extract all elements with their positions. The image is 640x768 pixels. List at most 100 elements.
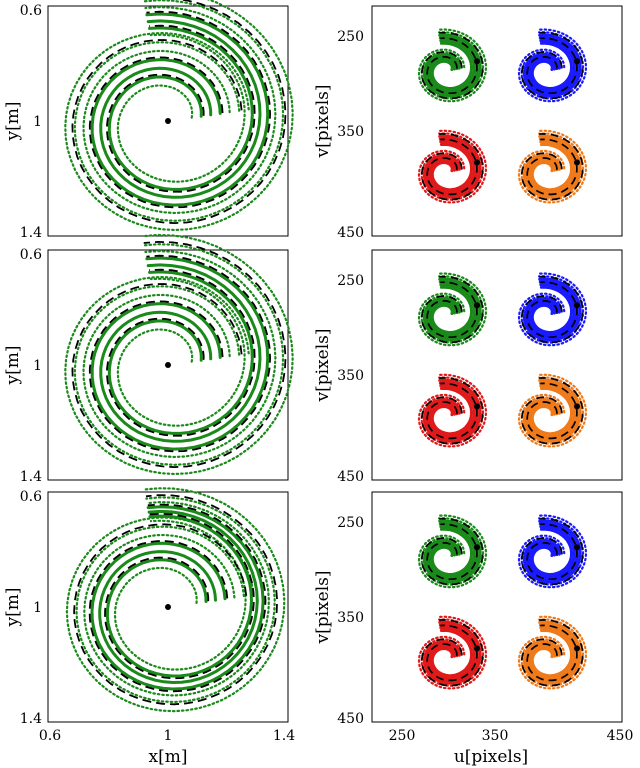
trajectory-line	[82, 5, 277, 215]
y-tick-label: 1	[33, 358, 42, 374]
y-tick-label: 1.4	[20, 469, 42, 485]
y-axis-label: v[pixels]	[313, 329, 333, 403]
y-tick-label: 350	[337, 610, 364, 626]
y-axis-label: y[m]	[3, 346, 23, 386]
reference-line	[426, 138, 478, 196]
trajectory-line	[90, 12, 270, 207]
x-tick-label: 250	[389, 728, 416, 744]
y-tick-label: 250	[337, 515, 364, 531]
feature-trajectory	[430, 41, 473, 91]
reference-line	[88, 10, 272, 209]
trajectory-line	[116, 33, 246, 183]
y-tick-label: 350	[337, 124, 364, 140]
trajectory-line	[83, 500, 271, 697]
feature-trajectory	[417, 615, 488, 690]
y-tick-label: 0.6	[20, 247, 42, 263]
trajectory-line	[82, 249, 277, 459]
feature-trajectory	[428, 384, 476, 438]
x-tick-label: 450	[607, 728, 634, 744]
trajectory-line	[90, 505, 265, 691]
y-tick-label: 1.4	[20, 225, 42, 241]
feature-trajectory	[528, 384, 576, 438]
reference-line	[421, 275, 484, 344]
feature-trajectory	[422, 378, 482, 443]
reference-line	[421, 619, 484, 687]
axes-box	[371, 5, 623, 237]
feature-trajectory	[422, 620, 482, 685]
feature-trajectory	[528, 524, 576, 579]
start-point	[474, 302, 480, 309]
reference-line	[105, 24, 256, 193]
reference-line	[526, 37, 578, 95]
trajectory-line	[99, 263, 262, 443]
panel-row3-left: 0.6 1 1.4 y[m] 0.6 1 1.4 x[m]	[3, 487, 295, 767]
trajectory-line	[116, 277, 246, 427]
y-tick-label: 1.4	[20, 711, 42, 727]
trajectory-line	[64, 233, 294, 476]
y-axis-label: y[m]	[3, 588, 23, 628]
reference-line	[521, 517, 584, 586]
feature-trajectory	[528, 282, 576, 337]
trajectory-line	[107, 26, 254, 191]
start-point	[574, 58, 580, 65]
feature-trajectory	[530, 628, 573, 678]
feature-trajectory	[428, 524, 476, 579]
feature-trajectory	[530, 142, 573, 192]
reference-line	[526, 624, 578, 682]
feature-trajectory	[517, 129, 588, 204]
start-point	[165, 604, 171, 610]
trajectory-line	[90, 256, 270, 451]
x-axis-label: x[m]	[149, 747, 188, 767]
reference-line	[426, 382, 478, 440]
reference-line	[421, 517, 484, 586]
x-axis-label: u[pixels]	[454, 747, 528, 767]
reference-line	[421, 133, 484, 201]
feature-trajectory	[417, 373, 488, 448]
y-tick-label: 450	[337, 225, 364, 241]
start-point	[574, 403, 580, 410]
trajectory-line	[105, 514, 254, 678]
reference-line	[71, 240, 287, 469]
reference-line	[88, 503, 267, 693]
start-point	[474, 159, 480, 166]
start-point	[574, 645, 580, 652]
y-tick-label: 0.6	[20, 3, 42, 19]
feature-trajectory	[428, 140, 476, 194]
trajectory-line	[99, 19, 262, 199]
reference-line	[105, 268, 256, 437]
y-tick-label: 450	[337, 711, 364, 727]
reference-line	[421, 31, 484, 100]
reference-line	[521, 377, 584, 445]
feature-trajectory	[417, 129, 488, 204]
feature-trajectory	[528, 140, 576, 194]
feature-trajectory	[417, 514, 488, 589]
reference-line	[73, 494, 279, 706]
reference-line	[521, 133, 584, 201]
axes-box	[47, 249, 289, 481]
feature-trajectory	[522, 134, 582, 199]
feature-trajectory	[530, 386, 573, 436]
y-tick-label: 350	[337, 368, 364, 384]
trajectory-line	[65, 487, 286, 713]
trajectory-line	[64, 0, 294, 232]
reference-line	[426, 624, 478, 682]
x-tick-label: 1.4	[273, 728, 295, 744]
feature-trajectory	[522, 378, 582, 443]
y-tick-label: 250	[337, 273, 364, 289]
y-axis-label: v[pixels]	[313, 85, 333, 159]
x-tick-label: 0.6	[39, 728, 61, 744]
reference-line	[71, 0, 287, 225]
panel-row1-left: 0.6 1 1.4 y[m]	[3, 0, 294, 241]
trajectory-line	[73, 0, 285, 222]
reference-line	[521, 31, 584, 100]
feature-trajectory	[528, 38, 576, 93]
reference-line	[526, 523, 578, 581]
feature-trajectory	[417, 28, 488, 103]
feature-trajectory	[430, 386, 473, 436]
axes-box	[371, 249, 623, 481]
feature-trajectory	[422, 519, 482, 584]
feature-trajectory	[517, 615, 588, 690]
start-point	[165, 362, 171, 368]
feature-trajectory	[422, 277, 482, 342]
